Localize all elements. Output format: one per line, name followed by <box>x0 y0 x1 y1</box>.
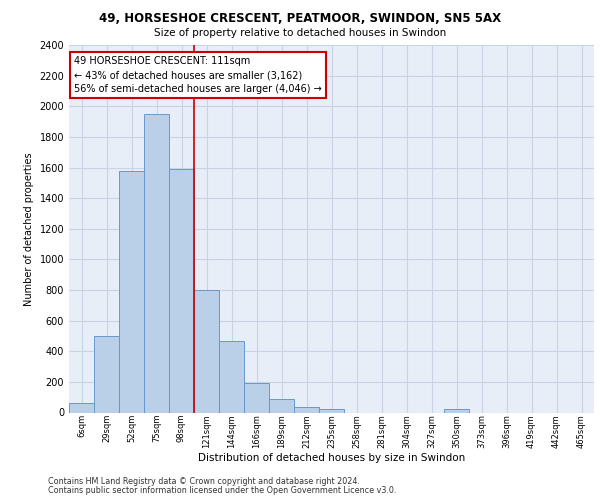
Bar <box>69 404 94 412</box>
Bar <box>219 340 244 412</box>
Bar <box>119 170 144 412</box>
Bar <box>194 290 219 412</box>
Bar <box>294 407 319 412</box>
Text: Contains public sector information licensed under the Open Government Licence v3: Contains public sector information licen… <box>48 486 397 495</box>
Bar <box>144 114 169 412</box>
Text: 49 HORSESHOE CRESCENT: 111sqm
← 43% of detached houses are smaller (3,162)
56% o: 49 HORSESHOE CRESCENT: 111sqm ← 43% of d… <box>74 56 322 94</box>
Bar <box>269 398 294 412</box>
Text: Contains HM Land Registry data © Crown copyright and database right 2024.: Contains HM Land Registry data © Crown c… <box>48 477 360 486</box>
Bar <box>244 382 269 412</box>
Bar <box>444 410 469 412</box>
X-axis label: Distribution of detached houses by size in Swindon: Distribution of detached houses by size … <box>198 454 465 464</box>
Bar <box>319 408 344 412</box>
Bar <box>94 336 119 412</box>
Text: Size of property relative to detached houses in Swindon: Size of property relative to detached ho… <box>154 28 446 38</box>
Bar <box>169 169 194 412</box>
Text: 49, HORSESHOE CRESCENT, PEATMOOR, SWINDON, SN5 5AX: 49, HORSESHOE CRESCENT, PEATMOOR, SWINDO… <box>99 12 501 26</box>
Y-axis label: Number of detached properties: Number of detached properties <box>24 152 34 306</box>
